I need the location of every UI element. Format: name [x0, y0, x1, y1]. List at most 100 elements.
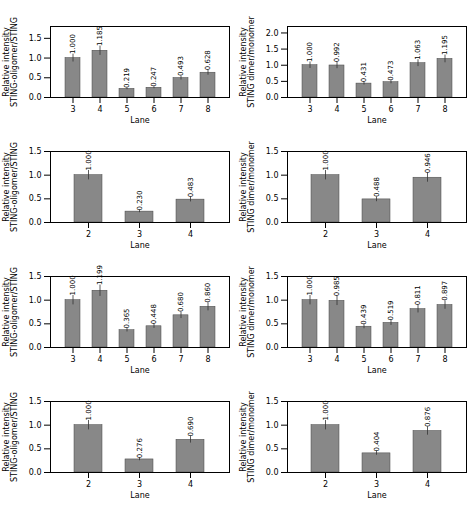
svg-text:0.0: 0.0: [29, 468, 42, 477]
svg-text:1.000: 1.000: [85, 400, 93, 420]
svg-text:1.5: 1.5: [266, 147, 279, 156]
svg-text:1.5: 1.5: [29, 147, 42, 156]
svg-text:0.5: 0.5: [29, 194, 42, 203]
svg-text:4: 4: [334, 355, 339, 364]
svg-text:6: 6: [151, 105, 156, 114]
svg-text:0.488: 0.488: [373, 177, 381, 197]
svg-text:1.063: 1.063: [414, 40, 422, 60]
svg-text:3: 3: [70, 355, 75, 364]
svg-text:0.690: 0.690: [187, 417, 195, 437]
svg-text:4: 4: [97, 355, 102, 364]
svg-text:0.5: 0.5: [266, 444, 279, 453]
svg-text:3: 3: [307, 105, 312, 114]
svg-text:1.195: 1.195: [441, 35, 449, 55]
svg-text:0.276: 0.276: [136, 438, 144, 459]
svg-text:1.0: 1.0: [29, 171, 42, 180]
svg-text:8: 8: [442, 105, 447, 114]
svg-text:7: 7: [415, 105, 420, 114]
svg-text:0.0: 0.0: [266, 343, 279, 352]
svg-text:1.5: 1.5: [266, 272, 279, 281]
svg-text:0.946: 0.946: [424, 153, 432, 174]
svg-text:1.000: 1.000: [306, 42, 314, 62]
svg-text:0.0: 0.0: [266, 218, 279, 227]
svg-text:1.0: 1.0: [266, 61, 279, 70]
svg-text:0.473: 0.473: [387, 61, 395, 81]
svg-text:Relative intensitySTING-oligom: Relative intensitySTING-oligomer/STING: [2, 17, 19, 107]
svg-text:5: 5: [124, 355, 129, 364]
svg-text:0.628: 0.628: [204, 50, 212, 70]
svg-text:0.5: 0.5: [266, 77, 279, 86]
svg-text:3: 3: [374, 480, 379, 489]
svg-text:1.000: 1.000: [85, 150, 93, 170]
svg-text:6: 6: [388, 355, 393, 364]
svg-text:0.493: 0.493: [177, 56, 185, 76]
svg-text:0.404: 0.404: [373, 431, 381, 452]
svg-text:2: 2: [86, 230, 91, 239]
svg-text:3: 3: [374, 230, 379, 239]
svg-text:0.431: 0.431: [360, 62, 368, 82]
svg-text:4: 4: [425, 230, 430, 239]
svg-text:Lane: Lane: [130, 491, 149, 500]
svg-text:0.992: 0.992: [333, 42, 341, 62]
svg-text:0.0: 0.0: [266, 93, 279, 102]
svg-text:1.5: 1.5: [29, 272, 42, 281]
svg-text:Lane: Lane: [367, 366, 386, 375]
svg-text:5: 5: [124, 105, 129, 114]
svg-text:0.5: 0.5: [29, 73, 42, 82]
svg-text:Relative intensitySTING-oligom: Relative intensitySTING-oligomer/STING: [2, 392, 19, 482]
svg-text:0.365: 0.365: [123, 308, 131, 328]
svg-text:6: 6: [388, 105, 393, 114]
svg-text:0.860: 0.860: [204, 283, 212, 303]
svg-text:7: 7: [178, 105, 183, 114]
svg-text:Lane: Lane: [367, 491, 386, 500]
svg-text:3: 3: [137, 230, 142, 239]
svg-text:0.448: 0.448: [150, 304, 158, 324]
svg-text:1.5: 1.5: [29, 34, 42, 43]
svg-text:0.0: 0.0: [29, 218, 42, 227]
svg-text:0.439: 0.439: [360, 305, 368, 325]
svg-text:0.519: 0.519: [387, 300, 395, 320]
svg-text:4: 4: [97, 105, 102, 114]
svg-text:2: 2: [323, 480, 328, 489]
svg-text:0.0: 0.0: [266, 468, 279, 477]
svg-text:Lane: Lane: [130, 366, 149, 375]
svg-text:8: 8: [442, 355, 447, 364]
svg-text:1.000: 1.000: [306, 275, 314, 295]
svg-text:8: 8: [205, 105, 210, 114]
svg-text:7: 7: [178, 355, 183, 364]
svg-text:2: 2: [86, 480, 91, 489]
svg-text:Lane: Lane: [367, 241, 386, 250]
svg-text:1.0: 1.0: [266, 171, 279, 180]
svg-text:2.0: 2.0: [266, 29, 279, 38]
svg-text:Relative intensitySTING dimer/: Relative intensitySTING dimer/monomer: [239, 140, 256, 232]
svg-text:Relative intensitySTING dimer/: Relative intensitySTING dimer/monomer: [239, 265, 256, 357]
svg-text:1.0: 1.0: [266, 296, 279, 305]
svg-text:3: 3: [70, 105, 75, 114]
svg-text:Lane: Lane: [130, 241, 149, 250]
svg-text:4: 4: [188, 230, 193, 239]
svg-text:1.000: 1.000: [322, 400, 330, 420]
svg-text:1.5: 1.5: [266, 45, 279, 54]
svg-text:0.483: 0.483: [187, 177, 195, 197]
svg-text:5: 5: [361, 105, 366, 114]
svg-text:3: 3: [307, 355, 312, 364]
svg-text:1.0: 1.0: [29, 54, 42, 63]
svg-text:0.897: 0.897: [441, 281, 449, 301]
svg-text:1.0: 1.0: [266, 421, 279, 430]
svg-text:6: 6: [151, 355, 156, 364]
svg-text:3: 3: [137, 480, 142, 489]
svg-text:0.0: 0.0: [29, 343, 42, 352]
svg-text:0.230: 0.230: [136, 190, 144, 210]
svg-text:1.5: 1.5: [266, 397, 279, 406]
svg-text:1.0: 1.0: [29, 421, 42, 430]
svg-text:0.5: 0.5: [266, 319, 279, 328]
svg-text:1.0: 1.0: [29, 296, 42, 305]
svg-text:Relative intensitySTING dimer/: Relative intensitySTING dimer/monomer: [239, 390, 256, 482]
svg-text:0.811: 0.811: [414, 285, 422, 305]
svg-text:8: 8: [205, 355, 210, 364]
svg-text:Relative intensitySTING-oligom: Relative intensitySTING-oligomer/STING: [2, 267, 19, 357]
svg-text:1.199: 1.199: [96, 265, 104, 285]
svg-text:0.219: 0.219: [123, 68, 131, 88]
svg-text:Relative intensitySTING dimer/: Relative intensitySTING dimer/monomer: [239, 15, 256, 107]
svg-text:0.5: 0.5: [29, 319, 42, 328]
